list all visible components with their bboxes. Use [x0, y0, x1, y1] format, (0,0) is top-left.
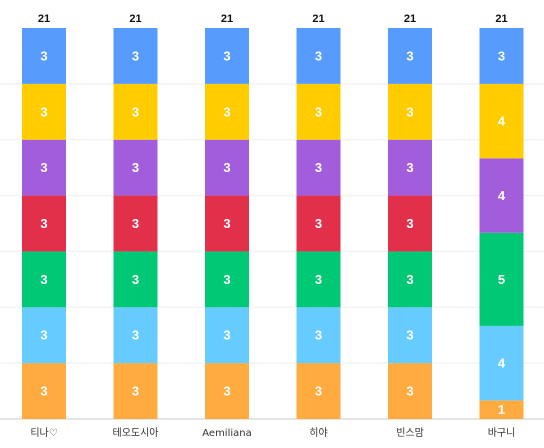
category-label: 바구니 — [488, 427, 516, 439]
segment-value-label: 3 — [315, 272, 322, 287]
segment-value-label: 3 — [406, 216, 413, 231]
bar-segment[interactable] — [113, 83, 158, 140]
segment-value-label: 3 — [40, 48, 47, 63]
grid-lines — [0, 83, 544, 420]
bar-segment[interactable] — [22, 251, 66, 308]
segment-value-label: 3 — [132, 216, 139, 231]
bar-segment[interactable] — [22, 83, 66, 140]
bar-segment[interactable] — [479, 400, 524, 419]
category-label: 빈스맘 — [396, 427, 424, 439]
bar-segment[interactable] — [296, 28, 341, 84]
bar-segment[interactable] — [113, 28, 158, 84]
bar-segment[interactable] — [388, 139, 432, 196]
bar-segment[interactable] — [113, 195, 158, 252]
bar-segment[interactable] — [296, 251, 341, 308]
bar-segment[interactable] — [205, 195, 249, 252]
bar-segment[interactable] — [296, 307, 341, 364]
bar-segment[interactable] — [205, 83, 249, 140]
bar-total-label: 21 — [495, 13, 507, 25]
bars-group: 3 3 3 3 3 3 3 3 3 3 3 3 3 3 3 3 3 3 3 3 3 3 3 3 3 3 3 3 3 3 3 3 3 3 3 1 4 5 4 4… — [22, 28, 524, 419]
category-label: 티나♡ — [30, 427, 57, 439]
bar-segment[interactable] — [22, 139, 66, 196]
segment-value-label: 3 — [223, 328, 230, 343]
segment-value-label: 3 — [315, 160, 322, 175]
segment-value-label: 3 — [132, 104, 139, 119]
bar-segment[interactable] — [205, 139, 249, 196]
bar-segment[interactable] — [479, 158, 524, 233]
segment-value-label: 3 — [40, 104, 47, 119]
segment-value-label: 4 — [498, 114, 506, 129]
bar-segment[interactable] — [205, 363, 249, 419]
segment-value-label: 3 — [132, 160, 139, 175]
segment-value-label: 5 — [498, 272, 505, 287]
bar-total-label: 21 — [404, 13, 416, 25]
bar-segment[interactable] — [22, 307, 66, 364]
segment-value-label: 3 — [315, 48, 322, 63]
segment-value-label: 3 — [223, 216, 230, 231]
bar-segment[interactable] — [296, 139, 341, 196]
segment-value-label: 3 — [315, 384, 322, 399]
category-labels-group: 티나♡ 테오도시아 Aemiliana 히야 빈스맘 바구니 — [30, 427, 515, 439]
segment-value-label: 3 — [315, 104, 322, 119]
bar-segment[interactable] — [113, 307, 158, 364]
segment-value-label: 3 — [223, 104, 230, 119]
segment-value-label: 3 — [40, 384, 47, 399]
bar-segment[interactable] — [296, 195, 341, 252]
bar-segment[interactable] — [388, 195, 432, 252]
bar-total-label: 21 — [221, 13, 233, 25]
totals-group: 21 21 21 21 21 21 — [38, 13, 508, 25]
bar-segment[interactable] — [388, 28, 432, 84]
segment-value-label: 3 — [40, 272, 47, 287]
segment-value-label: 1 — [498, 402, 505, 417]
bar-segment[interactable] — [113, 363, 158, 419]
segment-value-label: 4 — [498, 188, 506, 203]
bar-segment[interactable] — [479, 83, 524, 159]
bar-segment[interactable] — [113, 139, 158, 196]
segment-value-label: 3 — [406, 272, 413, 287]
segment-value-label: 4 — [498, 356, 506, 371]
bar-segment[interactable] — [388, 307, 432, 364]
category-label: 테오도시아 — [113, 427, 159, 439]
bar-segment[interactable] — [479, 28, 524, 84]
segment-value-label: 3 — [315, 328, 322, 343]
bar-segment[interactable] — [22, 363, 66, 419]
segment-value-label: 3 — [223, 160, 230, 175]
bar-segment[interactable] — [113, 251, 158, 308]
segment-value-label: 3 — [406, 104, 413, 119]
bar-segment[interactable] — [388, 251, 432, 308]
category-label: 히야 — [309, 427, 327, 439]
bar-segment[interactable] — [388, 83, 432, 140]
segment-value-label: 3 — [406, 384, 413, 399]
segment-value-label: 3 — [40, 216, 47, 231]
segment-value-label: 3 — [315, 216, 322, 231]
segment-value-label: 3 — [498, 48, 505, 63]
segment-value-label: 3 — [223, 384, 230, 399]
segment-value-label: 3 — [223, 48, 230, 63]
bar-segment[interactable] — [205, 307, 249, 364]
segment-value-label: 3 — [223, 272, 230, 287]
segment-value-label: 3 — [406, 160, 413, 175]
category-label: Aemiliana — [202, 428, 252, 439]
bar-segment[interactable] — [205, 251, 249, 308]
bar-segment[interactable] — [22, 28, 66, 84]
segment-value-label: 3 — [132, 48, 139, 63]
segment-value-label: 3 — [406, 328, 413, 343]
bar-segment[interactable] — [205, 28, 249, 84]
segment-value-label: 3 — [132, 384, 139, 399]
bar-segment[interactable] — [388, 363, 432, 419]
bar-segment[interactable] — [479, 325, 524, 401]
segment-value-label: 3 — [406, 48, 413, 63]
bar-total-label: 21 — [38, 13, 50, 25]
segment-value-label: 3 — [132, 272, 139, 287]
bar-segment[interactable] — [296, 83, 341, 140]
bar-total-label: 21 — [129, 13, 141, 25]
bar-total-label: 21 — [312, 13, 324, 25]
segment-value-label: 3 — [40, 328, 47, 343]
bar-segment[interactable] — [479, 232, 524, 326]
bar-segment[interactable] — [22, 195, 66, 252]
bar-segment[interactable] — [296, 363, 341, 419]
segment-value-label: 3 — [132, 328, 139, 343]
segment-value-label: 3 — [40, 160, 47, 175]
